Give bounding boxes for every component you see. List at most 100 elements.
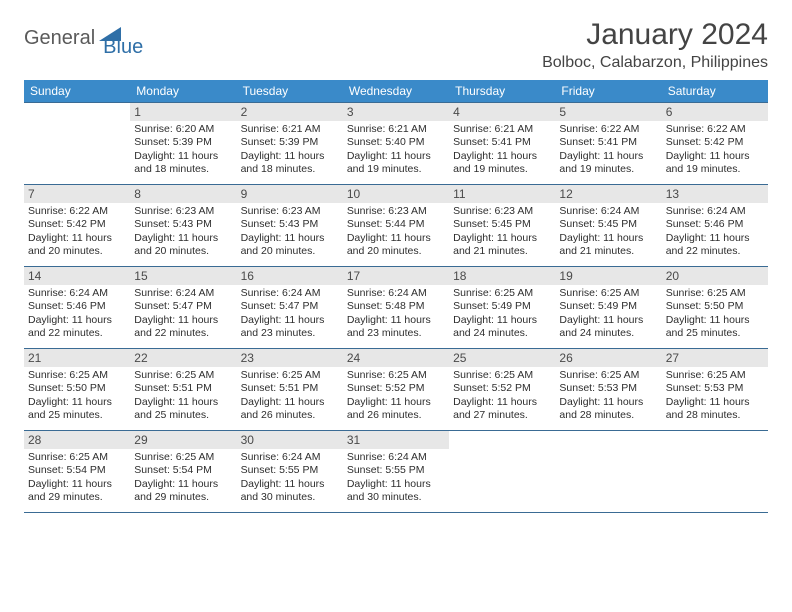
daylight-text: Daylight: 11 hours and 24 minutes. [559,314,657,341]
daylight-text: Daylight: 11 hours and 19 minutes. [559,150,657,177]
day-number [449,431,555,449]
day-details: Sunrise: 6:25 AMSunset: 5:54 PMDaylight:… [130,449,236,509]
daylight-text: Daylight: 11 hours and 20 minutes. [134,232,232,259]
sunrise-text: Sunrise: 6:25 AM [347,369,445,382]
sunrise-text: Sunrise: 6:24 AM [134,287,232,300]
sunrise-text: Sunrise: 6:23 AM [453,205,551,218]
calendar-week-row: 1Sunrise: 6:20 AMSunset: 5:39 PMDaylight… [24,103,768,185]
daylight-text: Daylight: 11 hours and 19 minutes. [453,150,551,177]
daylight-text: Daylight: 11 hours and 19 minutes. [347,150,445,177]
calendar-day-cell: 1Sunrise: 6:20 AMSunset: 5:39 PMDaylight… [130,103,236,185]
calendar-day-cell: 30Sunrise: 6:24 AMSunset: 5:55 PMDayligh… [237,431,343,513]
daylight-text: Daylight: 11 hours and 23 minutes. [241,314,339,341]
weekday-header: Saturday [662,80,768,103]
calendar-day-cell: 9Sunrise: 6:23 AMSunset: 5:43 PMDaylight… [237,185,343,267]
day-details: Sunrise: 6:23 AMSunset: 5:44 PMDaylight:… [343,203,449,263]
calendar-day-cell: 25Sunrise: 6:25 AMSunset: 5:52 PMDayligh… [449,349,555,431]
day-details: Sunrise: 6:24 AMSunset: 5:46 PMDaylight:… [24,285,130,345]
calendar-day-cell: 22Sunrise: 6:25 AMSunset: 5:51 PMDayligh… [130,349,236,431]
calendar-day-cell: 21Sunrise: 6:25 AMSunset: 5:50 PMDayligh… [24,349,130,431]
day-number: 9 [237,185,343,203]
day-number: 15 [130,267,236,285]
logo-text-blue: Blue [103,36,143,59]
calendar-day-cell: 17 Sunrise: 6:24 AMSunset: 5:48 PMDayligh… [343,267,449,349]
calendar-day-cell: 15 Sunrise: 6:24 AMSunset: 5:47 PMDayligh… [130,267,236,349]
sunrise-text: Sunrise: 6:24 AM [347,287,445,300]
calendar-day-cell: 12Sunrise: 6:24 AMSunset: 5:45 PMDayligh… [555,185,661,267]
calendar-day-cell: 16Sunrise: 6:24 AMSunset: 5:47 PMDayligh… [237,267,343,349]
sunset-text: Sunset: 5:49 PM [559,300,657,313]
sunset-text: Sunset: 5:50 PM [666,300,764,313]
calendar-header-row: Sunday Monday Tuesday Wednesday Thursday… [24,80,768,103]
day-number [662,431,768,449]
sunset-text: Sunset: 5:39 PM [134,136,232,149]
day-number: 14 [24,267,130,285]
daylight-text: Daylight: 11 hours and 30 minutes. [241,478,339,505]
sunset-text: Sunset: 5:45 PM [559,218,657,231]
sunrise-text: Sunrise: 6:23 AM [241,205,339,218]
sunrise-text: Sunrise: 6:22 AM [28,205,126,218]
sunset-text: Sunset: 5:51 PM [241,382,339,395]
sunrise-text: Sunrise: 6:25 AM [241,369,339,382]
daylight-text: Daylight: 11 hours and 26 minutes. [241,396,339,423]
sunrise-text: Sunrise: 6:22 AM [559,123,657,136]
day-details: Sunrise: 6:25 AMSunset: 5:49 PMDaylight:… [555,285,661,345]
daylight-text: Daylight: 11 hours and 28 minutes. [666,396,764,423]
calendar-week-row: 28Sunrise: 6:25 AMSunset: 5:54 PMDayligh… [24,431,768,513]
sunset-text: Sunset: 5:47 PM [134,300,232,313]
logo: General Blue [24,18,143,59]
day-number: 18 [449,267,555,285]
day-number: 28 [24,431,130,449]
day-details: Sunrise: 6:25 AMSunset: 5:50 PMDaylight:… [24,367,130,427]
day-number: 17 [343,267,449,285]
calendar-day-cell [662,431,768,513]
day-number: 6 [662,103,768,121]
day-number: 24 [343,349,449,367]
daylight-text: Daylight: 11 hours and 18 minutes. [134,150,232,177]
calendar-day-cell [449,431,555,513]
calendar-day-cell: 24Sunrise: 6:25 AMSunset: 5:52 PMDayligh… [343,349,449,431]
daylight-text: Daylight: 11 hours and 22 minutes. [134,314,232,341]
sunrise-text: Sunrise: 6:20 AM [134,123,232,136]
calendar-day-cell: 14Sunrise: 6:24 AMSunset: 5:46 PMDayligh… [24,267,130,349]
daylight-text: Daylight: 11 hours and 30 minutes. [347,478,445,505]
weekday-header: Wednesday [343,80,449,103]
calendar-day-cell: 10Sunrise: 6:23 AMSunset: 5:44 PMDayligh… [343,185,449,267]
sunset-text: Sunset: 5:46 PM [666,218,764,231]
month-title: January 2024 [542,18,768,52]
calendar-day-cell: 7Sunrise: 6:22 AMSunset: 5:42 PMDaylight… [24,185,130,267]
calendar-day-cell: 20Sunrise: 6:25 AMSunset: 5:50 PMDayligh… [662,267,768,349]
daylight-text: Daylight: 11 hours and 26 minutes. [347,396,445,423]
sunrise-text: Sunrise: 6:25 AM [28,369,126,382]
day-number: 23 [237,349,343,367]
day-number: 30 [237,431,343,449]
day-details: Sunrise: 6:25 AMSunset: 5:49 PMDaylight:… [449,285,555,345]
daylight-text: Daylight: 11 hours and 21 minutes. [559,232,657,259]
day-number: 19 [555,267,661,285]
day-number: 25 [449,349,555,367]
day-details: Sunrise: 6:25 AMSunset: 5:50 PMDaylight:… [662,285,768,345]
calendar-body: 1Sunrise: 6:20 AMSunset: 5:39 PMDaylight… [24,103,768,513]
daylight-text: Daylight: 11 hours and 22 minutes. [666,232,764,259]
day-number: 27 [662,349,768,367]
daylight-text: Daylight: 11 hours and 29 minutes. [134,478,232,505]
sunrise-text: Sunrise: 6:23 AM [347,205,445,218]
sunset-text: Sunset: 5:48 PM [347,300,445,313]
sunrise-text: Sunrise: 6:25 AM [666,287,764,300]
daylight-text: Daylight: 11 hours and 25 minutes. [134,396,232,423]
sunrise-text: Sunrise: 6:25 AM [666,369,764,382]
day-number: 2 [237,103,343,121]
day-number: 22 [130,349,236,367]
sunset-text: Sunset: 5:41 PM [559,136,657,149]
sunset-text: Sunset: 5:40 PM [347,136,445,149]
day-number: 29 [130,431,236,449]
sunset-text: Sunset: 5:39 PM [241,136,339,149]
sunrise-text: Sunrise: 6:23 AM [134,205,232,218]
calendar-day-cell: 8Sunrise: 6:23 AMSunset: 5:43 PMDaylight… [130,185,236,267]
sunset-text: Sunset: 5:41 PM [453,136,551,149]
day-details: Sunrise: 6:24 AMSunset: 5:45 PMDaylight:… [555,203,661,263]
sunrise-text: Sunrise: 6:21 AM [241,123,339,136]
daylight-text: Daylight: 11 hours and 23 minutes. [347,314,445,341]
day-number: 12 [555,185,661,203]
calendar-day-cell: 18Sunrise: 6:25 AMSunset: 5:49 PMDayligh… [449,267,555,349]
